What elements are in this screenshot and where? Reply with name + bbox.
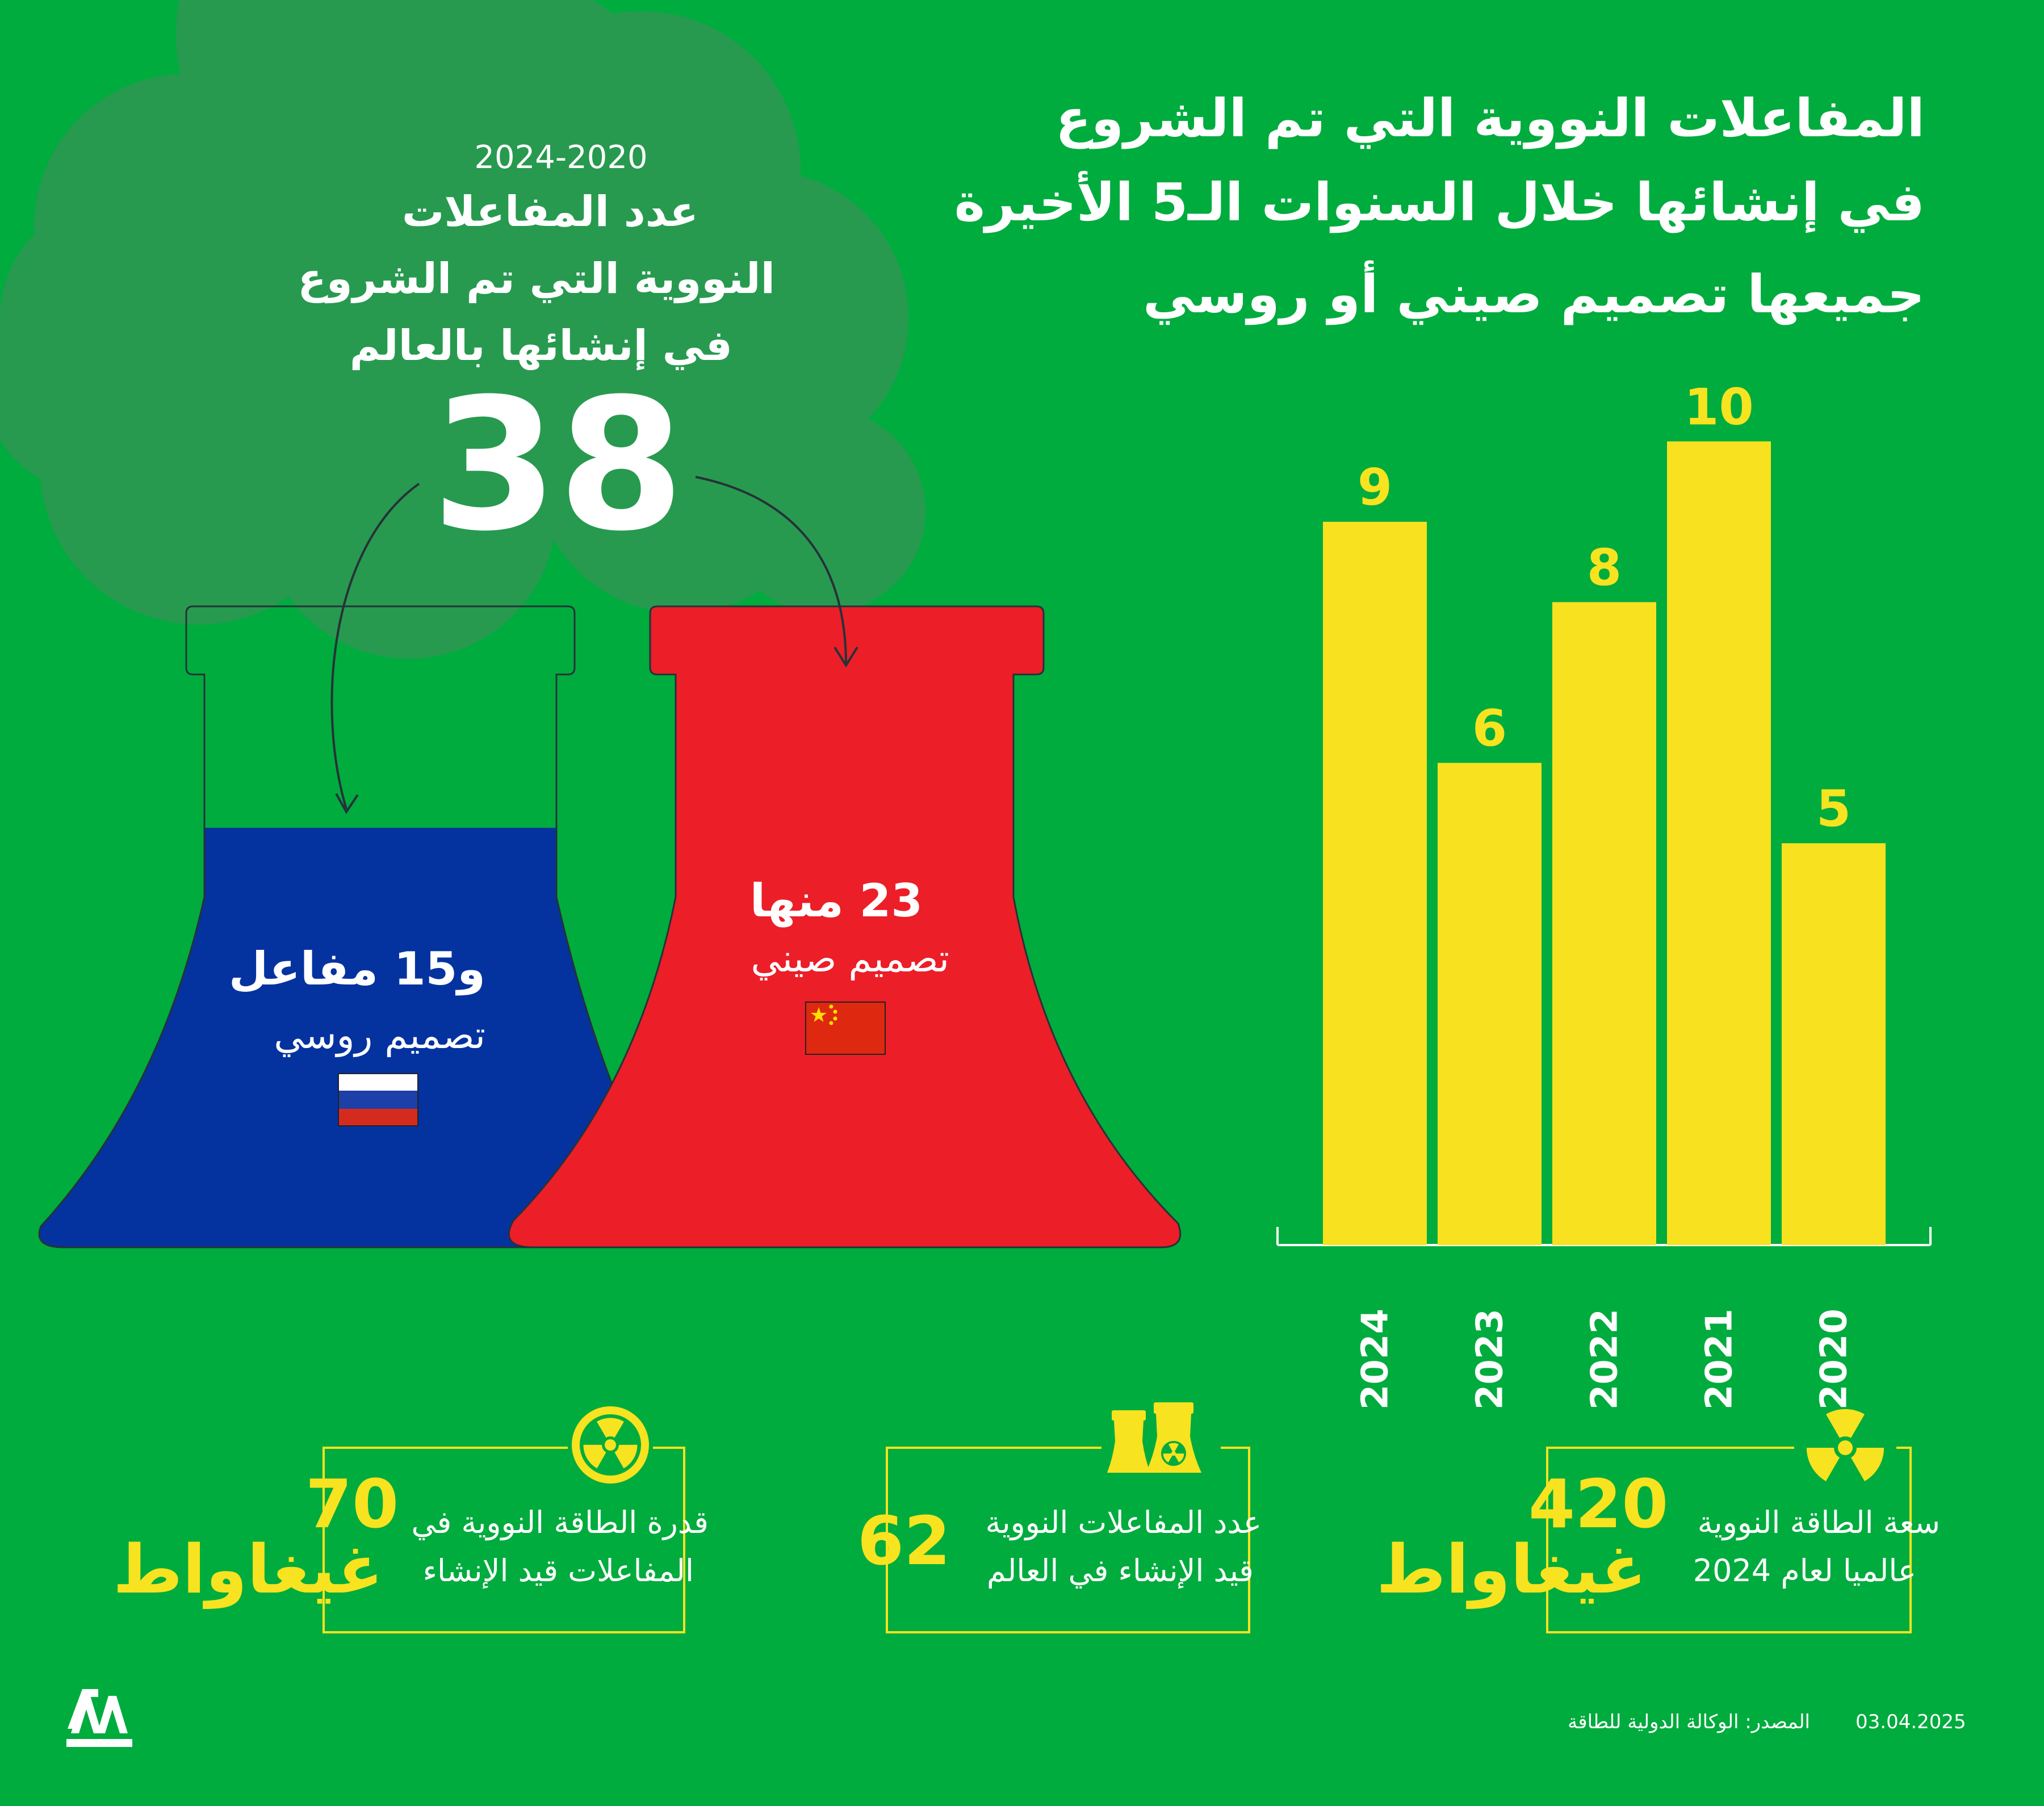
tick-label-2020: 2020 — [1813, 1309, 1855, 1410]
tick-label-2022: 2022 — [1584, 1309, 1626, 1410]
summary-line-3: في إنشائها بالعالم — [349, 321, 732, 370]
china-design-label: تصميم صيني — [751, 937, 949, 980]
tick-label-2021: 2021 — [1699, 1309, 1741, 1410]
china-flag — [805, 1002, 886, 1055]
radiation-circle-icon — [572, 1406, 649, 1484]
russia-design-label: تصميم روسي — [274, 1013, 485, 1057]
russia-flag — [338, 1073, 418, 1126]
value-label-2023: 6 — [1472, 699, 1507, 758]
russia-count-label: و15 مفاعل — [228, 942, 485, 995]
stat-capacity-label-1: سعة الطاقة النووية — [1697, 1505, 1940, 1540]
arrow-to-china — [695, 476, 858, 668]
value-label-2020: 5 — [1816, 780, 1851, 838]
bar-2021 — [1667, 441, 1771, 1245]
chart-title-line-1: المفاعلات النووية التي تم الشروع — [1055, 88, 1925, 149]
stat-under-construction-label-2: المفاعلات قيد الإنشاء — [422, 1553, 694, 1589]
tick-label-2024: 2024 — [1355, 1309, 1397, 1410]
stat-under-construction-label-1: قدرة الطاقة النووية في — [411, 1505, 709, 1540]
summary-total: 38 — [432, 360, 685, 571]
chart-title-line-3: جميعها تصميم صيني أو روسي — [1143, 264, 1925, 325]
bar-2024 — [1323, 522, 1427, 1245]
stat-under-construction-value: 70 — [305, 1465, 399, 1543]
stat-reactors-value: 62 — [857, 1502, 951, 1580]
source-text: المصدر: الوكالة الدولية للطاقة — [1568, 1711, 1810, 1733]
chart-title-line-2: في إنشائها خلال السنوات الـ5 الأخيرة — [954, 172, 1925, 233]
radiation-icon — [1806, 1409, 1884, 1481]
china-count-label: 23 منها — [749, 874, 923, 927]
bar-2022 — [1552, 602, 1656, 1245]
date-text: 03.04.2025 — [1855, 1711, 1966, 1733]
stat-capacity-label-2: عالميا لعام 2024 — [1693, 1553, 1916, 1589]
china-tower — [508, 605, 1182, 1248]
value-label-2022: 8 — [1587, 539, 1622, 597]
summary-line-1: عدد المفاعلات — [402, 187, 698, 236]
stat-reactors-label-1: عدد المفاعلات النووية — [985, 1505, 1262, 1540]
stat-under-construction-unit: غيغاواط — [112, 1530, 383, 1608]
bar-2020 — [1782, 843, 1886, 1245]
stat-capacity-unit: غيغاواط — [1376, 1530, 1647, 1608]
value-label-2024: 9 — [1358, 458, 1392, 517]
aa-logo: AA — [66, 1689, 132, 1747]
stat-capacity-value: 420 — [1528, 1465, 1669, 1543]
summary-line-2: النووية التي تم الشروع — [298, 254, 775, 303]
tick-label-2023: 2023 — [1469, 1309, 1511, 1410]
stat-reactors-label-2: قيد الإنشاء في العالم — [987, 1553, 1254, 1589]
arrow-to-russia — [330, 483, 420, 814]
bar-2023 — [1438, 762, 1542, 1245]
cooling-tower-icon — [1107, 1402, 1201, 1473]
value-label-2021: 10 — [1684, 378, 1753, 436]
